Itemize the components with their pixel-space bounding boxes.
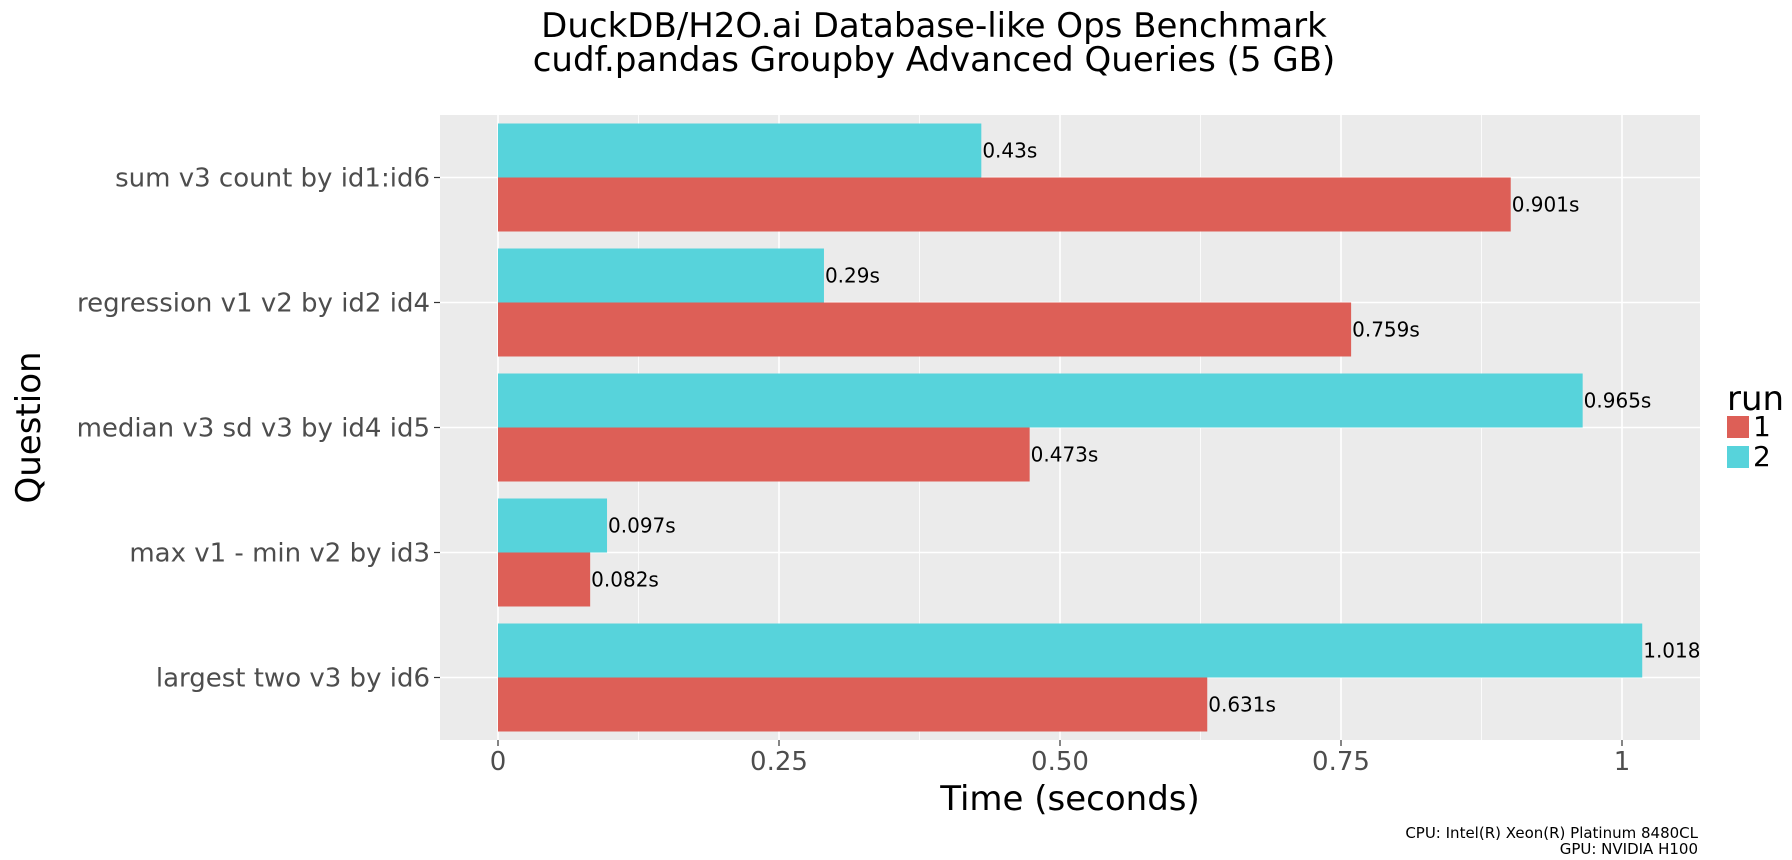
legend-title: run [1727,379,1784,419]
data-label: 0.759s [1352,318,1420,342]
data-label: 0.901s [1512,193,1580,217]
bar-run-2 [498,373,1583,428]
bar-run-2 [498,498,608,553]
hardware-caption: CPU: Intel(R) Xeon(R) Platinum 8480CL GP… [1405,825,1698,857]
data-label: 0.29s [825,264,880,288]
bar-run-2 [498,248,824,303]
bar-run-1 [498,427,1030,482]
bar-run-2 [498,623,1643,678]
data-label: 0.473s [1031,443,1099,467]
bar-run-2 [498,123,982,178]
x-tick-label: 1 [1614,747,1631,777]
bar-run-1 [498,177,1511,232]
x-tick-label: 0.50 [1031,747,1089,777]
data-label: 0.097s [608,514,676,538]
x-tick-label: 0.75 [1312,747,1370,777]
legend-key-run-1 [1727,416,1749,438]
y-tick-label: max v1 - min v2 by id3 [129,539,430,569]
x-tick-label: 0.25 [750,747,808,777]
y-axis-title: Question [9,351,49,503]
y-tick-label: largest two v3 by id6 [156,664,430,694]
y-tick-label: median v3 sd v3 by id4 id5 [77,414,430,444]
bar-run-1 [498,677,1208,732]
cpu-caption: CPU: Intel(R) Xeon(R) Platinum 8480CL [1405,824,1698,842]
data-label: 0.965s [1584,389,1652,413]
y-tick-label: regression v1 v2 by id2 id4 [77,289,430,319]
bar-run-1 [498,552,591,607]
data-label: 0.43s [982,139,1037,163]
gpu-caption: GPU: NVIDIA H100 [1559,840,1698,858]
bar-run-1 [498,302,1352,357]
x-tick-label: 0 [490,747,507,777]
chart-title: DuckDB/H2O.ai Database-like Ops Benchmar… [541,6,1327,46]
legend-label: 1 [1753,410,1771,443]
data-label: 1.018 [1643,639,1700,663]
data-label: 0.631s [1208,693,1276,717]
chart-subtitle: cudf.pandas Groupby Advanced Queries (5 … [532,40,1336,80]
y-tick-label: sum v3 count by id1:id6 [115,164,430,194]
legend-key-run-2 [1727,446,1749,468]
legend-label: 2 [1753,440,1771,473]
x-axis-title: Time (seconds) [939,779,1200,819]
data-label: 0.082s [591,568,659,592]
